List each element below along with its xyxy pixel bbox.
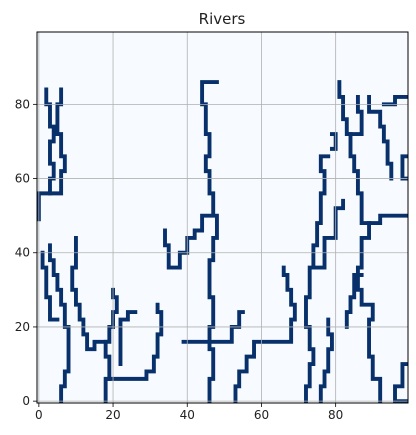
x-tick-label: 40 <box>180 408 195 422</box>
river-9 <box>318 317 334 404</box>
x-axis: 0 20 40 60 80 <box>35 403 343 422</box>
river-3 <box>70 235 112 404</box>
y-tick-label: 60 <box>15 172 30 186</box>
river-1-branch <box>40 250 60 322</box>
river-10-branch <box>344 273 364 329</box>
chart-title: Rivers <box>199 10 246 28</box>
grid-lines <box>37 32 408 403</box>
river-7 <box>233 265 297 404</box>
x-tick-label: 0 <box>35 408 43 422</box>
river-4-branch <box>118 310 138 366</box>
river-11-branch <box>348 94 364 136</box>
river-1 <box>48 243 71 404</box>
x-tick-label: 60 <box>254 408 269 422</box>
y-tick-label: 40 <box>15 246 30 260</box>
y-tick-label: 80 <box>15 97 30 111</box>
river-14 <box>367 94 394 181</box>
y-tick-label: 0 <box>22 394 30 408</box>
river-2 <box>36 87 56 222</box>
x-tick-label: 20 <box>105 408 120 422</box>
river-4 <box>107 302 164 381</box>
river-8 <box>304 154 331 404</box>
x-tick-label: 80 <box>328 408 343 422</box>
y-tick-label: 20 <box>15 320 30 334</box>
y-axis: 0 20 40 60 80 <box>15 97 37 408</box>
plot-frame <box>36 31 409 404</box>
